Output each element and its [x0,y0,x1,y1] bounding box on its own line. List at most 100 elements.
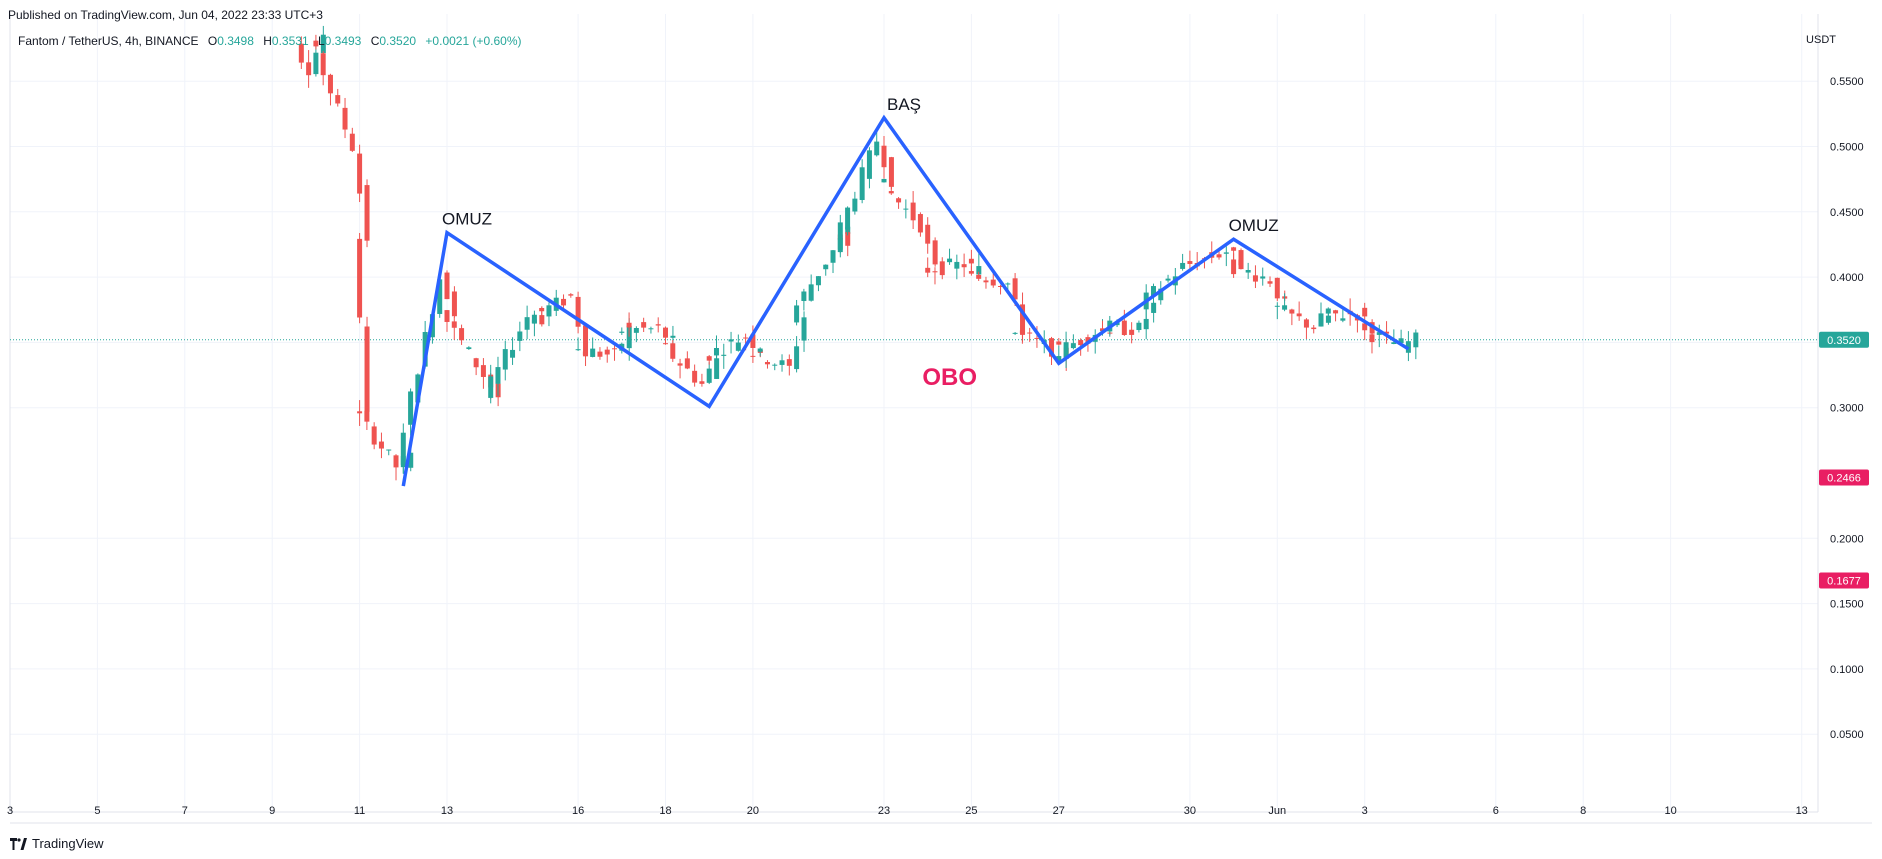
candle-body [531,314,537,324]
candle-body [1027,332,1033,334]
candle-body [866,150,872,179]
price-marker-bg [1819,331,1869,348]
candle-body [1238,259,1244,266]
candle-body [590,348,596,357]
candle-body [364,326,370,412]
candle-body [794,346,800,370]
candle-body [663,327,668,338]
annotation-baş[interactable]: BAŞ [887,95,921,114]
candle-body [888,191,894,194]
x-tick-label: 10 [1664,805,1676,817]
candle-body [626,325,632,349]
x-tick-label: 6 [1493,805,1499,817]
candle-body [612,348,618,350]
candle-body [313,52,319,75]
price-axis[interactable]: 0.05000.10000.15000.20000.30000.35000.40… [1830,76,1864,741]
candle-body [1150,286,1156,297]
tradingview-footer[interactable]: TradingView [10,836,104,851]
candle-body [1020,304,1026,335]
candle-body [947,258,953,263]
candle-body [1303,319,1309,328]
annotation-omuz[interactable]: OMUZ [442,210,492,229]
candle-body [480,365,486,377]
candle-body [925,267,931,273]
candle-body [1260,276,1266,279]
candle-body [968,258,974,264]
candle-body [1049,338,1055,357]
candle-body [1056,341,1062,345]
candle-body [597,351,603,357]
candle-body [670,343,676,359]
x-tick-label: 5 [94,805,100,817]
x-tick-label: 16 [572,805,584,817]
annotation-omuz[interactable]: OMUZ [1229,216,1279,235]
candle-body [1282,305,1288,310]
x-tick-label: 23 [878,805,890,817]
candle-body [1398,338,1404,344]
time-axis[interactable]: 3 5 7 9 11 13 16 18 20 23 25 27 30 Jun 3 6 8 10 13 [7,805,1808,817]
candle-body [1136,322,1142,331]
tradingview-logo-icon [10,837,27,850]
candle-body [488,376,494,398]
y-tick-label: 0.5000 [1830,142,1864,154]
candle-body [1165,278,1171,281]
candle-body [582,351,588,356]
candle-body [968,271,974,274]
candle-body [801,291,807,302]
candle-body [713,347,719,356]
x-tick-label: 27 [1053,805,1065,817]
candle-body [845,232,851,246]
candle-body [451,291,457,317]
candle-body [684,358,690,369]
x-tick-label: 9 [269,805,275,817]
candle-body [568,294,574,296]
candle-body [641,322,647,328]
candle-body [1311,327,1317,330]
annotation-obo[interactable]: OBO [922,364,977,391]
candle-body [677,363,683,366]
y-tick-label: 0.0500 [1830,729,1864,741]
candle-body [735,342,741,351]
candle-body [903,208,909,210]
candle-body [764,362,770,365]
candle-body [1034,337,1040,339]
candle-body [794,305,800,323]
candle-body [808,284,814,301]
candle-body [495,367,501,384]
candle-body [386,449,392,451]
candle-body [1085,337,1091,344]
candle-body [408,391,414,425]
candle-body [335,95,341,104]
candle-body [1056,356,1062,362]
candle-body [626,322,632,328]
x-tick-label: 3 [7,805,13,817]
candle-body [1333,310,1339,314]
candle-body [1274,277,1280,299]
candle-body [604,349,610,355]
candle-body [546,305,552,317]
candle-body [357,238,363,318]
candle-body [1187,261,1193,264]
candle-body [961,264,967,268]
candle-body [976,266,982,275]
x-tick-label: 13 [441,805,453,817]
candle-body [444,310,450,322]
high-value: 0.3531 [271,34,309,48]
candle-body [1070,343,1076,349]
candle-body [298,43,304,63]
price-marker-bg [1819,572,1869,589]
candle-body [714,358,720,379]
axis-frame [9,14,1872,824]
candle-body [888,157,894,187]
candle-body [830,250,836,263]
candle-body [663,343,668,345]
close-label: C [370,34,380,48]
candle-body [357,411,363,414]
candle-body [1391,342,1397,345]
candle-body [874,141,880,156]
candle-body [320,53,326,76]
candle-body [1318,315,1324,327]
x-tick-label: 20 [747,805,759,817]
candle-body [378,441,384,449]
